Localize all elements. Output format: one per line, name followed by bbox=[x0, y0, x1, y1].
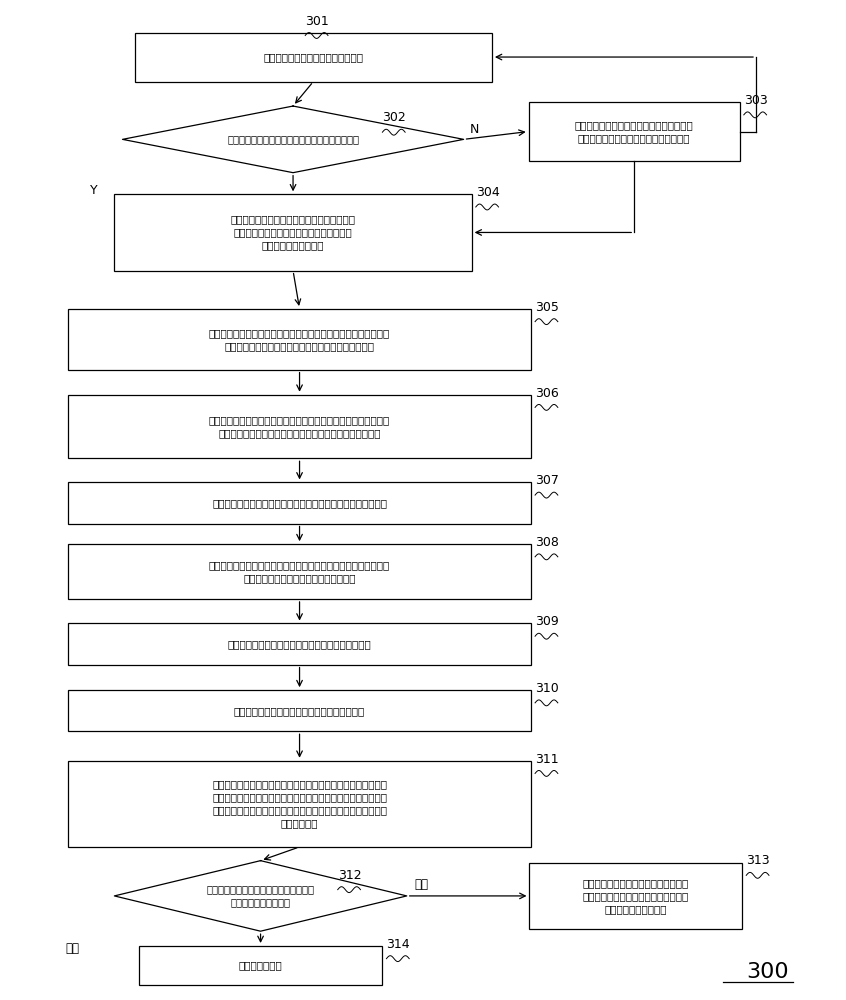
Bar bbox=[68, 690, 531, 731]
Text: 对第三待处理图像和第四待处理图像进行去畸变处理: 对第三待处理图像和第四待处理图像进行去畸变处理 bbox=[228, 639, 371, 649]
Bar bbox=[68, 544, 531, 599]
Polygon shape bbox=[123, 106, 464, 173]
Text: 在第一待处理图像中包含完整标定板时，计算
与第一处理图像对应的图像采集设备相对于
标定板的第一变换参数: 在第一待处理图像中包含完整标定板时，计算 与第一处理图像对应的图像采集设备相对于… bbox=[231, 214, 355, 251]
Text: 基于平移关系和旋转关系生成的指令，将图像采集设备调整至预设
采样位置，并在预设采样位置采集至少一个第二待处理图像: 基于平移关系和旋转关系生成的指令，将图像采集设备调整至预设 采样位置，并在预设采… bbox=[209, 415, 390, 438]
Text: 按照姿态标定参数，将任一图像采集设备对应的待处理图像中的
任一数据点进行变换，并投影至另一图像采集设备的待处理图像
上，并计算任一数据点在另一图像采集设备的待处: 按照姿态标定参数，将任一图像采集设备对应的待处理图像中的 任一数据点进行变换，并… bbox=[212, 779, 387, 829]
Text: 则确定标定成功: 则确定标定成功 bbox=[239, 960, 283, 970]
Text: 302: 302 bbox=[382, 111, 406, 124]
Text: 305: 305 bbox=[535, 301, 559, 314]
Bar bbox=[68, 482, 531, 524]
Text: 小于: 小于 bbox=[66, 942, 80, 955]
Text: 313: 313 bbox=[746, 854, 770, 867]
Bar bbox=[68, 395, 531, 458]
Text: 计算至少两个图像采集设备之间的姿态标定参数: 计算至少两个图像采集设备之间的姿态标定参数 bbox=[234, 706, 365, 716]
Bar bbox=[114, 194, 472, 271]
Text: 当存在至少两个图像采集设备时，图像采集设备分别在预设采样位
置采集第三待处理图像和第四待处理图像: 当存在至少两个图像采集设备时，图像采集设备分别在预设采样位 置采集第三待处理图像… bbox=[209, 560, 390, 583]
Text: 303: 303 bbox=[744, 94, 767, 107]
Text: 300: 300 bbox=[746, 962, 788, 982]
Text: 306: 306 bbox=[535, 387, 559, 400]
Bar bbox=[68, 623, 531, 665]
Text: Y: Y bbox=[90, 184, 97, 197]
Text: 判断图像采集设备之间的姿态标定参数的
误差是否在预设阈值内: 判断图像采集设备之间的姿态标定参数的 误差是否在预设阈值内 bbox=[206, 884, 315, 908]
Bar bbox=[68, 761, 531, 847]
Text: 309: 309 bbox=[535, 615, 559, 628]
Text: 将大于预设阈值的第一像素偏移量和第
二像素偏移量的均值对应的第五旋转参
数和第五平移参数删除: 将大于预设阈值的第一像素偏移量和第 二像素偏移量的均值对应的第五旋转参 数和第五… bbox=[583, 878, 689, 914]
Text: 311: 311 bbox=[535, 753, 558, 766]
Text: 根据第二待处理图像，计算图像采集设备的相机内参和畸变参数: 根据第二待处理图像，计算图像采集设备的相机内参和畸变参数 bbox=[212, 498, 387, 508]
Text: 当不包含完整标定板时，调整当前采样位置
，直至第一待处理图像中包含完整标定板: 当不包含完整标定板时，调整当前采样位置 ，直至第一待处理图像中包含完整标定板 bbox=[574, 120, 694, 143]
Text: 307: 307 bbox=[535, 474, 559, 487]
Bar bbox=[529, 102, 739, 161]
Text: 大于: 大于 bbox=[415, 878, 429, 891]
Text: 312: 312 bbox=[338, 869, 361, 882]
Bar bbox=[139, 946, 382, 985]
Bar bbox=[135, 33, 492, 82]
Text: 基于第一变换参数与预先计算的第二变换参数，计算图像采集设备
的当前采样位置与预设采样位置的平移关系和旋转关系: 基于第一变换参数与预先计算的第二变换参数，计算图像采集设备 的当前采样位置与预设… bbox=[209, 328, 390, 351]
Text: 304: 304 bbox=[475, 186, 499, 199]
Text: 308: 308 bbox=[535, 536, 559, 549]
Bar bbox=[530, 863, 742, 929]
Text: 在当前采样位置采集第一待处理图像: 在当前采样位置采集第一待处理图像 bbox=[263, 52, 364, 62]
Polygon shape bbox=[114, 861, 407, 931]
Bar bbox=[68, 309, 531, 370]
Text: N: N bbox=[470, 123, 480, 136]
Text: 判断采集的第一待处理图像中是否包含完整标定板: 判断采集的第一待处理图像中是否包含完整标定板 bbox=[227, 134, 359, 144]
Text: 301: 301 bbox=[305, 15, 329, 28]
Text: 310: 310 bbox=[535, 682, 559, 695]
Text: 314: 314 bbox=[387, 938, 410, 951]
